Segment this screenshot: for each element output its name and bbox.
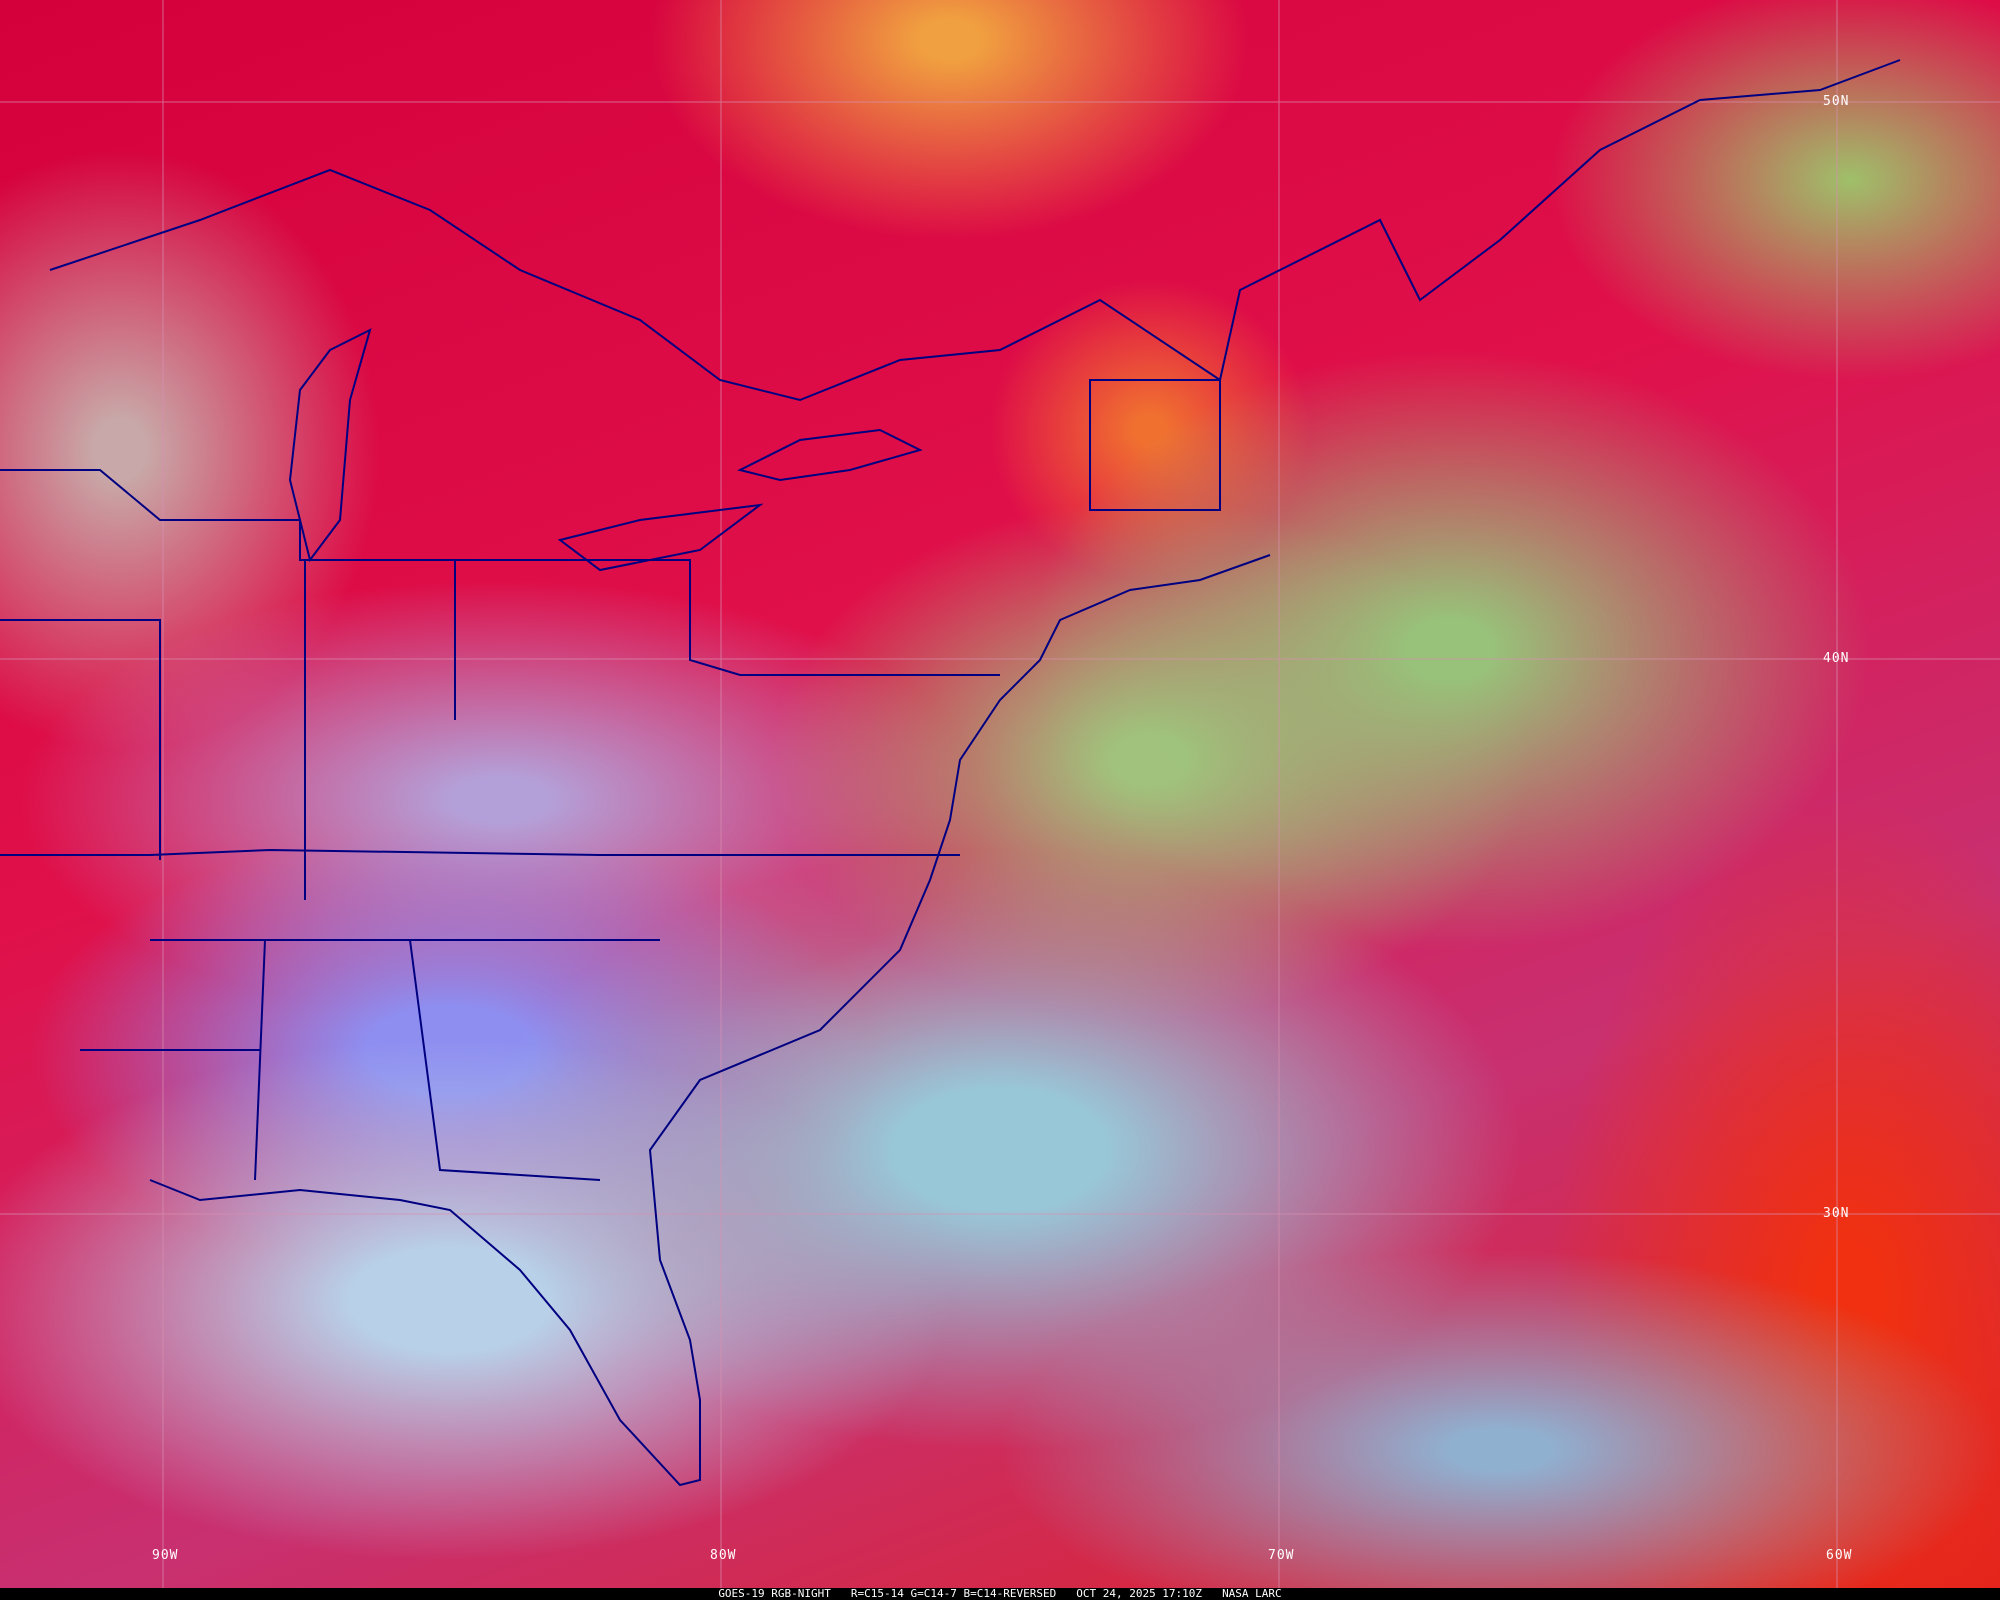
lon-label-80w: 80W xyxy=(710,1548,737,1563)
lon-label-70w: 70W xyxy=(1268,1548,1295,1563)
lon-label-60w: 60W xyxy=(1826,1548,1853,1563)
source-credit: NASA LARC xyxy=(1222,1587,1282,1600)
caption-bar: GOES-19 RGB-NIGHT R=C15-14 G=C14-7 B=C14-… xyxy=(0,1588,2000,1600)
channel-recipe: R=C15-14 G=C14-7 B=C14-REVERSED xyxy=(850,1587,1057,1600)
great-lakes-outline xyxy=(288,328,923,572)
lon-label-90w: 90W xyxy=(152,1548,179,1563)
lat-label-30n: 30N xyxy=(1823,1206,1850,1221)
east-coastline xyxy=(149,554,1271,1487)
lat-label-50n: 50N xyxy=(1823,94,1850,109)
timestamp: OCT 24, 2025 17:10Z xyxy=(1076,1587,1203,1600)
canada-border xyxy=(49,59,1901,402)
state-lines xyxy=(0,379,1221,1181)
product-name: GOES-19 RGB-NIGHT xyxy=(718,1587,831,1600)
lat-label-40n: 40N xyxy=(1823,651,1850,666)
boundaries xyxy=(0,59,1901,1487)
